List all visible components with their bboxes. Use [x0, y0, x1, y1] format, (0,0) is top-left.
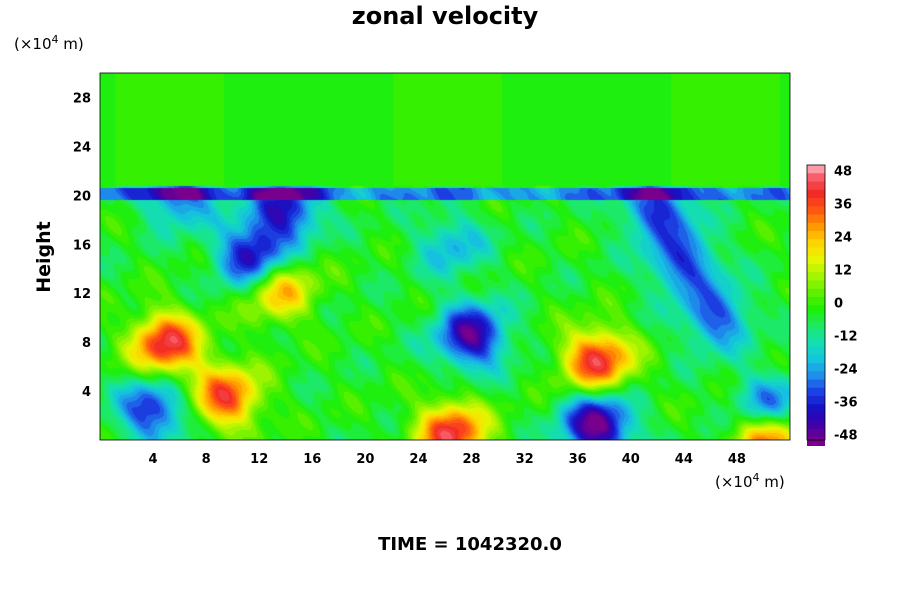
colorbar-segment [807, 437, 825, 446]
colorbar-segment [807, 173, 825, 182]
colorbar-tick-label: -24 [834, 363, 858, 378]
x-tick-label: 24 [409, 452, 427, 467]
colorbar-tick-label: 12 [834, 264, 852, 279]
time-label: TIME = 1042320.0 [378, 534, 562, 555]
colorbar-segment [807, 181, 825, 191]
colorbar-segment [807, 363, 825, 372]
colorbar-segment [807, 387, 825, 397]
x-tick-label: 40 [622, 452, 640, 467]
colorbar-segment [807, 165, 825, 174]
y-tick-label: 16 [73, 238, 91, 253]
colorbar-tick-label: 0 [834, 297, 843, 312]
colorbar-segment [807, 412, 825, 422]
colorbar-segment [807, 346, 825, 356]
y-tick-label: 24 [73, 140, 91, 155]
colorbar [806, 164, 826, 446]
colorbar-segment [807, 429, 825, 438]
colorbar-segment [807, 198, 825, 207]
plot-frame [99, 72, 791, 441]
y-tick-label: 12 [73, 287, 91, 302]
colorbar-segment [807, 330, 825, 339]
x-tick-label: 32 [516, 452, 534, 467]
y-tick-label: 20 [73, 189, 91, 204]
x-tick-label: 20 [356, 452, 374, 467]
colorbar-tick-label: -12 [834, 330, 858, 345]
colorbar-segment [807, 338, 825, 347]
colorbar-segment [807, 214, 825, 224]
colorbar-segment [807, 206, 825, 215]
colorbar-segment [807, 239, 825, 248]
colorbar-segment [807, 305, 825, 314]
plot-area [99, 72, 791, 441]
colorbar-tick-label: 24 [834, 231, 852, 246]
colorbar-tick-label: -48 [834, 429, 858, 444]
colorbar-segment [807, 255, 825, 265]
velocity-field [100, 73, 790, 440]
colorbar-segment [807, 288, 825, 298]
x-tick-label: 12 [250, 452, 268, 467]
y-tick-label: 8 [82, 336, 91, 351]
colorbar-tick-label: -36 [834, 396, 858, 411]
x-tick-label: 16 [303, 452, 321, 467]
colorbar-segment [807, 297, 825, 306]
y-axis-unit: (×104 m) [14, 33, 84, 53]
x-tick-label: 8 [202, 452, 211, 467]
colorbar-segment [807, 371, 825, 380]
y-axis-ticks: 4 8 12 16 20 24 28 [73, 91, 91, 400]
colorbar-tick-label: 36 [834, 198, 852, 213]
colorbar-segment [807, 354, 825, 364]
colorbar-segment [807, 379, 825, 389]
colorbar-segment [807, 280, 825, 290]
x-axis-unit: (×104 m) [715, 471, 785, 491]
x-tick-label: 44 [675, 452, 693, 467]
colorbar-ticks: 48 36 24 12 0 -12 -24 -36 -48 [834, 165, 858, 444]
colorbar-segment [807, 264, 825, 273]
x-tick-label: 4 [149, 452, 158, 467]
colorbar-tick-label: 48 [834, 165, 852, 180]
colorbar-segment [807, 272, 825, 281]
y-tick-label: 4 [82, 385, 91, 400]
colorbar-segment [807, 396, 825, 405]
y-tick-label: 28 [73, 91, 91, 106]
colorbar-segment [807, 231, 825, 240]
colorbar-segment [807, 321, 825, 331]
colorbar-segment [807, 247, 825, 257]
colorbar-segment [807, 420, 825, 430]
colorbar-segment [807, 404, 825, 413]
x-tick-label: 48 [728, 452, 746, 467]
colorbar-segment [807, 222, 825, 232]
chart-title: zonal velocity [352, 2, 539, 30]
colorbar-segment [807, 313, 825, 323]
colorbar-segment [807, 189, 825, 199]
x-tick-label: 36 [569, 452, 587, 467]
x-axis-ticks: 4 8 12 16 20 24 28 32 36 40 44 48 [149, 452, 746, 467]
colorbar-frame [806, 164, 826, 441]
x-tick-label: 28 [462, 452, 480, 467]
y-axis-label: Height [33, 221, 55, 293]
